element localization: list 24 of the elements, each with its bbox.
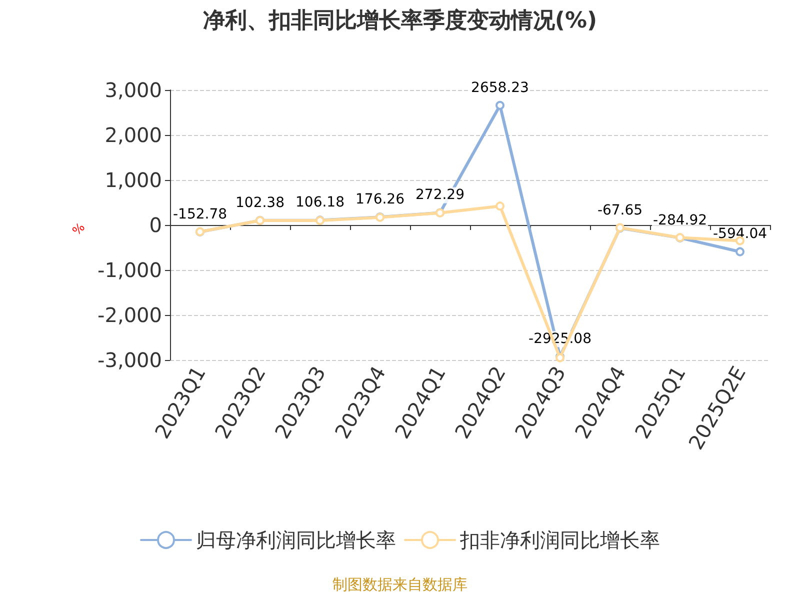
data-label: 176.26 — [356, 192, 405, 208]
data-label: -594.04 — [712, 226, 768, 242]
text: 制图数据来自数据库 — [332, 576, 468, 594]
y-tick-label: 2,000 — [104, 123, 162, 147]
data-label: -67.65 — [597, 202, 643, 219]
point — [496, 100, 504, 110]
legend-label: 扣非净利润同比增长率 — [459, 528, 660, 552]
data-label: 272.29 — [416, 187, 464, 204]
y-tick-label: -2,000 — [98, 303, 162, 327]
y-axis-title: % — [70, 220, 88, 238]
y-tick-label: 1,000 — [104, 168, 162, 192]
chart-title: 净利、扣非同比增长率季度变动情况(%) — [202, 8, 598, 34]
y-tick-label: -1,000 — [98, 258, 162, 282]
data-label: -152.78 — [172, 206, 228, 222]
point — [736, 247, 744, 256]
data-label: 102.38 — [236, 194, 284, 211]
y-tick-label: -3,000 — [98, 348, 162, 372]
point — [496, 202, 504, 211]
data-label: -284.92 — [652, 212, 708, 228]
y-tick-label: 3,000 — [104, 78, 162, 102]
data-label: 106.18 — [296, 194, 344, 211]
y-tick-label: 0 — [149, 213, 162, 237]
data-label: 2658.23 — [471, 80, 529, 96]
legend-label: 归母净利润同比增长率 — [196, 528, 396, 552]
